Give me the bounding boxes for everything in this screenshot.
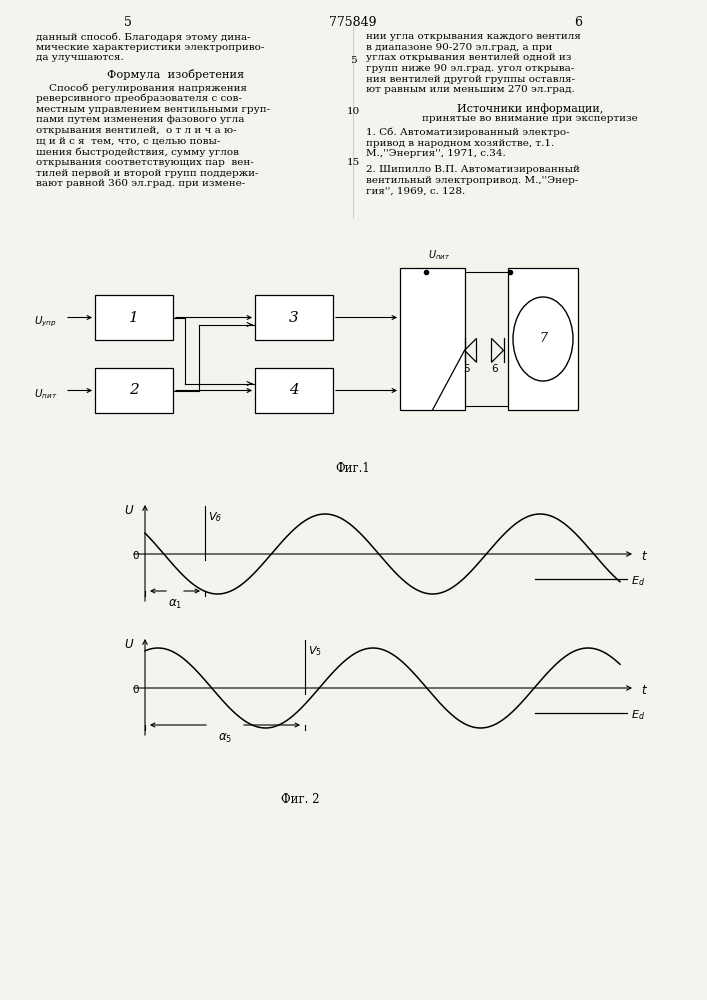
Text: $V_б$: $V_б$ — [208, 510, 222, 524]
Bar — [95, 368, 173, 413]
Text: мические характеристики электроприво-: мические характеристики электроприво- — [36, 43, 264, 52]
Text: $E_d$: $E_d$ — [631, 574, 645, 588]
Bar — [255, 368, 333, 413]
Text: $U_{пит}$: $U_{пит}$ — [34, 388, 57, 401]
Text: углах открывания вентилей одной из: углах открывания вентилей одной из — [366, 53, 571, 62]
Text: Источники информации,: Источники информации, — [457, 103, 603, 114]
Text: в диапазоне 90-270 эл.град, а при: в диапазоне 90-270 эл.град, а при — [366, 43, 552, 52]
Text: данный способ. Благодаря этому дина-: данный способ. Благодаря этому дина- — [36, 32, 250, 41]
Text: $U_{упр}$: $U_{упр}$ — [34, 314, 57, 329]
Text: Фиг. 2: Фиг. 2 — [281, 793, 320, 806]
Text: t: t — [641, 684, 645, 696]
Text: 10: 10 — [346, 107, 360, 116]
Text: t: t — [641, 550, 645, 562]
Text: 6: 6 — [574, 16, 582, 29]
Text: 2. Шипилло В.П. Автоматизированный: 2. Шипилло В.П. Автоматизированный — [366, 165, 580, 174]
Text: 5: 5 — [350, 56, 356, 65]
Text: нии угла открывания каждого вентиля: нии угла открывания каждого вентиля — [366, 32, 581, 41]
Text: привод в народном хозяйстве, т.1.: привод в народном хозяйстве, т.1. — [366, 139, 554, 148]
Text: шения быстродействия, сумму углов: шения быстродействия, сумму углов — [36, 147, 239, 157]
Text: групп ниже 90 эл.град. угол открыва-: групп ниже 90 эл.град. угол открыва- — [366, 64, 574, 73]
Text: 5: 5 — [463, 364, 470, 374]
Text: U: U — [124, 638, 134, 651]
Text: U: U — [124, 504, 134, 517]
Text: 7: 7 — [539, 332, 547, 346]
Text: $E_d$: $E_d$ — [631, 708, 645, 722]
Text: 2: 2 — [129, 383, 139, 397]
Text: 15: 15 — [346, 158, 360, 167]
Text: 1. Сб. Автоматизированный электро-: 1. Сб. Автоматизированный электро- — [366, 128, 570, 137]
Text: щ и й с я  тем, что, с целью повы-: щ и й с я тем, что, с целью повы- — [36, 137, 221, 146]
Text: М.,''Энергия'', 1971, с.34.: М.,''Энергия'', 1971, с.34. — [366, 149, 506, 158]
Text: ния вентилей другой группы оставля-: ния вентилей другой группы оставля- — [366, 75, 575, 84]
Text: Фиг.1: Фиг.1 — [336, 462, 370, 475]
Text: принятые во внимание при экспертизе: принятые во внимание при экспертизе — [422, 114, 638, 123]
Bar — [255, 295, 333, 340]
Text: пами путем изменения фазового угла: пами путем изменения фазового угла — [36, 115, 245, 124]
Text: реверсивного преобразователя с сов-: реверсивного преобразователя с сов- — [36, 94, 242, 103]
Text: открывания соответствующих пар  вен-: открывания соответствующих пар вен- — [36, 158, 254, 167]
Text: $\alpha_5$: $\alpha_5$ — [218, 732, 232, 745]
Text: 0: 0 — [133, 685, 139, 695]
Text: $U_{пит}$: $U_{пит}$ — [428, 248, 450, 262]
Text: тилей первой и второй групп поддержи-: тилей первой и второй групп поддержи- — [36, 169, 259, 178]
Text: Способ регулирования напряжения: Способ регулирования напряжения — [36, 83, 247, 93]
Text: ют равным или меньшим 270 эл.град.: ют равным или меньшим 270 эл.град. — [366, 86, 575, 95]
Text: 3: 3 — [289, 310, 299, 324]
Text: вентильный электропривод. М.,''Энер-: вентильный электропривод. М.,''Энер- — [366, 176, 578, 185]
Text: открывания вентилей,  о т л и ч а ю-: открывания вентилей, о т л и ч а ю- — [36, 126, 237, 135]
Text: 0: 0 — [133, 551, 139, 561]
Text: $\alpha_1$: $\alpha_1$ — [168, 598, 182, 611]
Text: 775849: 775849 — [329, 16, 377, 29]
Text: вают равной 360 эл.град. при измене-: вают равной 360 эл.град. при измене- — [36, 179, 245, 188]
Bar — [508, 268, 578, 410]
Text: 6: 6 — [491, 364, 498, 374]
Text: гия'', 1969, с. 128.: гия'', 1969, с. 128. — [366, 186, 465, 195]
Text: 4: 4 — [289, 383, 299, 397]
Text: местным управлением вентильными груп-: местным управлением вентильными груп- — [36, 104, 270, 113]
Bar — [95, 295, 173, 340]
Text: 1: 1 — [129, 310, 139, 324]
Bar — [400, 268, 465, 410]
Text: да улучшаются.: да улучшаются. — [36, 53, 124, 62]
Text: Формула  изобретения: Формула изобретения — [107, 69, 245, 80]
Text: $V_5$: $V_5$ — [308, 644, 322, 658]
Text: 5: 5 — [124, 16, 132, 29]
